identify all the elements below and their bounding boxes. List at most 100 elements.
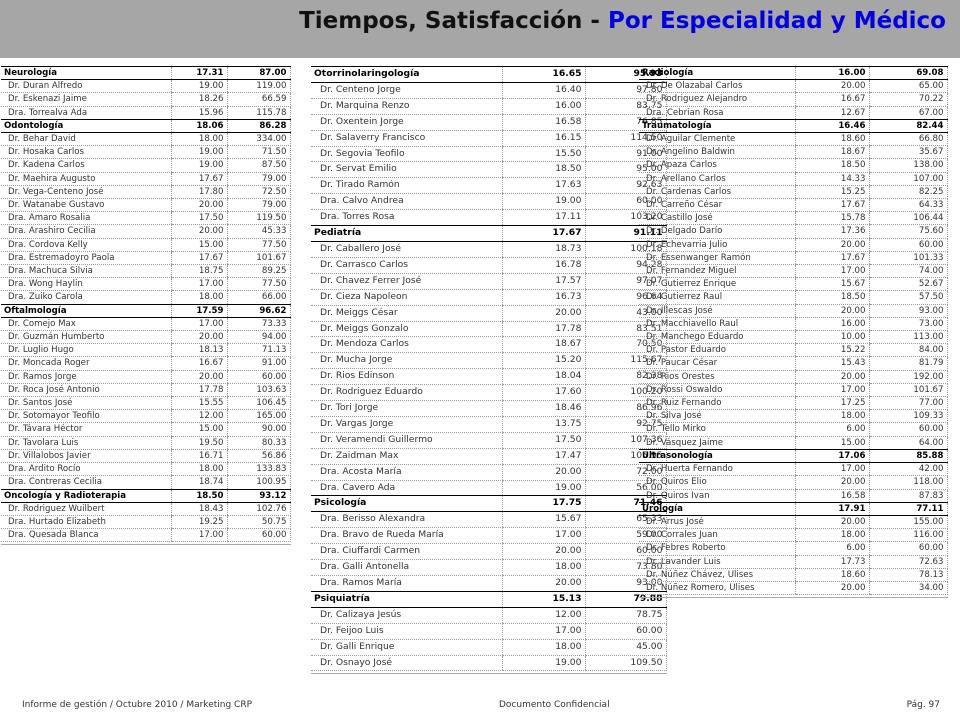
time-value: 16.46 [794, 118, 869, 134]
satisfaction-value: 80.33 [226, 436, 291, 450]
doctor-name: Dr. Carrasco Carlos [311, 257, 502, 274]
time-value: 20.00 [501, 305, 585, 322]
doctor-name: Dra. Acosta María [311, 464, 502, 481]
page-title: Tiempos, Satisfacción - Por Especialidad… [299, 8, 946, 34]
doctor-row: Dr. Rios Edinson 18.04 82.38 [311, 368, 667, 386]
doctor-name: Dr. Sotomayor Teofilo [1, 409, 171, 424]
specialty-row: Traumatología 16.46 82.44 [639, 118, 948, 134]
satisfaction-value: 116.00 [868, 528, 948, 543]
doctor-name: Dr. Santos José [1, 396, 171, 411]
time-value: 17.11 [501, 209, 585, 227]
doctor-name: Dr. Maehira Augusto [1, 172, 171, 186]
doctor-row: Dra. Calvo Andrea 19.00 60.00 [311, 193, 667, 211]
doctor-row: Dr. Caballero José 18.73 100.18 [311, 241, 667, 258]
doctor-name: Dr. Ruiz Fernando [639, 396, 795, 411]
doctor-name: Dr. Segovia Teofilo [311, 146, 502, 163]
doctor-row: Dr. Calizaya Jesús 12.00 78.75 [311, 607, 667, 624]
satisfaction-value: 96.62 [226, 303, 291, 318]
specialty-table: Radiología 16.00 69.08 Dr. De Olazabal Carl… [639, 65, 948, 596]
time-value: 12.67 [794, 106, 869, 120]
doctor-row: Dr. Comejo Max 17.00 73.33 [1, 317, 291, 332]
time-value: 17.36 [794, 224, 869, 239]
time-value: 17.67 [170, 172, 227, 186]
doctor-row: Dr. Tirado Ramón 17.63 92.63 [311, 177, 667, 195]
doctor-row: Dr. Guzmán Humberto 20.00 94.00 [1, 330, 291, 345]
doctor-name: Dr. Mendoza Carlos [311, 336, 502, 354]
time-value: 19.25 [170, 515, 227, 530]
doctor-row: Dra. Zuiko Carola 18.00 66.00 [1, 290, 291, 305]
doctor-name: Dr. Tello Mirko [639, 422, 795, 437]
doctor-name: Dra. Arashiro Cecilia [1, 224, 171, 239]
specialty-row: Oftalmología 17.59 96.62 [1, 303, 291, 318]
doctor-row: Dr. Silva José 18.00 109.33 [639, 409, 948, 424]
satisfaction-value: 109.33 [868, 409, 948, 424]
time-value: 17.78 [170, 383, 227, 398]
doctor-row: Dra. Ciuffardi Carmen 20.00 60.00 [311, 543, 667, 561]
specialty-row: Ultrasonología 17.06 85.88 [639, 448, 948, 464]
satisfaction-value: 113.00 [868, 330, 948, 345]
time-value: 18.13 [170, 343, 227, 358]
time-value: 16.00 [501, 98, 585, 115]
doctor-name: Dr. Apaza Carlos [639, 158, 795, 173]
doctor-row: Dr. Macchiavello Raul 16.00 73.00 [639, 317, 948, 332]
doctor-row: Dr. Pastor Eduardo 15.22 84.00 [639, 343, 948, 358]
satisfaction-value: 89.25 [226, 264, 291, 279]
doctor-name: Dr. Rios Edinson [311, 368, 502, 386]
time-value: 18.67 [794, 145, 869, 160]
doctor-name: Dr. Quiros Elio [639, 475, 795, 490]
doctor-row: Dr. Mendoza Carlos 18.67 70.50 [311, 336, 667, 354]
time-value: 20.00 [794, 475, 869, 490]
doctor-row: Dra. Acosta María 20.00 72.00 [311, 464, 667, 481]
doctor-name: Dr. Delgado Darío [639, 224, 795, 239]
doctor-name: Dr. Núñez Romero, Ulises [639, 581, 795, 596]
doctor-row: Dr. Rodriguez Wuilbert 18.43 102.76 [1, 502, 291, 516]
doctor-row: Dr. Sotomayor Teofilo 12.00 165.00 [1, 409, 291, 424]
time-value: 18.00 [501, 639, 585, 656]
time-value: 10.00 [794, 330, 869, 345]
specialty-name: Ultrasonología [639, 448, 795, 464]
doctor-name: Dr. Rios Orestes [639, 370, 795, 384]
doctor-row: Dr. Gutierrez Raul 18.50 57.50 [639, 290, 948, 305]
doctor-row: Dr. Carrasco Carlos 16.78 94.28 [311, 257, 667, 274]
satisfaction-value: 79.00 [226, 198, 291, 213]
doctor-row: Dr. Núñez Romero, Ulises 20.00 34.00 [639, 581, 948, 596]
satisfaction-value: 71.50 [226, 145, 291, 160]
doctor-name: Dr. Echevarria Julio [639, 238, 795, 252]
satisfaction-value: 103.63 [226, 383, 291, 398]
time-value: 19.00 [170, 158, 227, 173]
doctor-name: Dr. Eskenazi Jaime [1, 92, 171, 107]
satisfaction-value: 71.13 [226, 343, 291, 358]
doctor-name: Dr. Cardenas Carlos [639, 185, 795, 200]
doctor-name: Dr. Rodriguez Wuilbert [1, 502, 171, 516]
doctor-name: Dr. Pastor Eduardo [639, 343, 795, 358]
specialty-name: Neurología [1, 65, 171, 81]
title-main: Tiempos, Satisfacción - [299, 8, 608, 34]
satisfaction-value: 78.75 [584, 607, 667, 624]
time-value: 12.00 [170, 409, 227, 424]
doctor-name: Dra. Ramos María [311, 575, 502, 592]
table-column-3: Radiología 16.00 69.08 Dr. De Olazabal Carl… [639, 65, 948, 599]
doctor-name: Dr. Mucha Jorge [311, 352, 502, 370]
doctor-name: Dr. Gutierrez Enrique [639, 277, 795, 292]
doctor-name: Dra. Bravo de Rueda María [311, 527, 502, 545]
time-value: 16.00 [794, 317, 869, 332]
time-value: 16.58 [501, 114, 585, 131]
doctor-name: Dr. Quiros Ivan [639, 489, 795, 503]
doctor-row: Dr. Lavander Luis 17.73 72.63 [639, 555, 948, 569]
time-value: 17.67 [170, 251, 227, 266]
time-value: 13.75 [501, 416, 585, 433]
doctor-name: Dra. Hurtado Elizabeth [1, 515, 171, 530]
doctor-row: Dra. Bravo de Rueda María 17.00 59.00 [311, 527, 667, 545]
time-value: 18.60 [794, 132, 869, 147]
doctor-row: Dra. Contreras Cecilia 18.74 100.95 [1, 475, 291, 490]
satisfaction-value: 77.50 [226, 238, 291, 252]
satisfaction-value: 45.33 [226, 224, 291, 239]
specialty-row: Otorrinolaringología 16.65 95.93 [311, 66, 667, 83]
time-value: 20.00 [794, 304, 869, 318]
doctor-name: Dr. Angelino Baldwin [639, 145, 795, 160]
doctor-row: Dr. Cardenas Carlos 15.25 82.25 [639, 185, 948, 200]
doctor-name: Dr. Servat Emilio [311, 161, 502, 179]
doctor-row: Dra. Cordova Kelly 15.00 77.50 [1, 238, 291, 252]
doctor-name: Dr. Villalobos Javier [1, 449, 171, 464]
doctor-row: Dra. Ramos María 20.00 93.00 [311, 575, 667, 592]
